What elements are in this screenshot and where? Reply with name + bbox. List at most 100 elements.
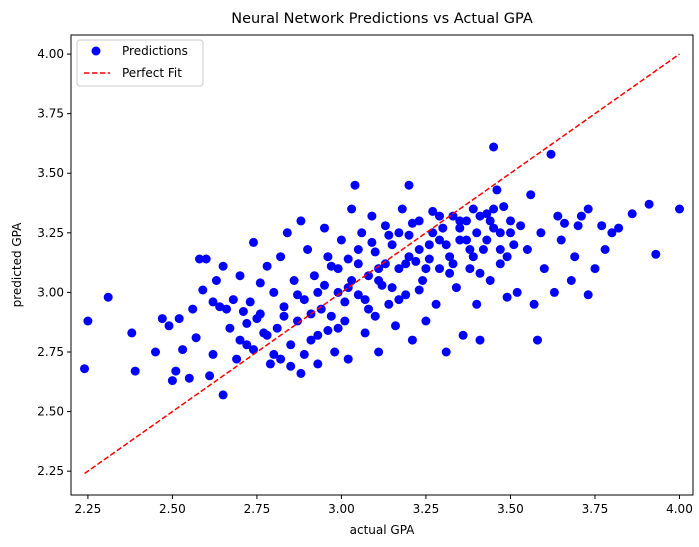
y-tick-label: 3.25: [37, 226, 64, 240]
data-point: [404, 230, 414, 240]
data-point: [350, 180, 360, 190]
data-point: [435, 264, 444, 274]
data-point: [364, 304, 373, 314]
data-point: [451, 283, 461, 293]
data-point: [343, 254, 353, 264]
data-point: [222, 304, 231, 314]
data-point: [512, 287, 522, 297]
data-point: [445, 268, 455, 278]
data-point: [201, 254, 211, 264]
data-point: [644, 199, 654, 209]
data-point: [489, 223, 499, 233]
data-point: [151, 347, 160, 357]
data-point: [316, 304, 326, 314]
data-point: [445, 252, 455, 262]
data-point: [411, 256, 421, 266]
data-point: [167, 376, 177, 386]
data-point: [364, 271, 373, 281]
data-point: [384, 299, 394, 309]
legend-marker-predictions: [91, 46, 101, 56]
data-point: [465, 264, 475, 274]
data-point: [475, 211, 485, 221]
data-point: [465, 245, 475, 254]
data-point: [333, 287, 343, 297]
data-point: [549, 287, 559, 297]
data-point: [614, 223, 624, 233]
data-point: [600, 245, 610, 254]
data-point: [374, 276, 384, 285]
data-point: [343, 354, 353, 364]
points-layer: [80, 142, 684, 400]
data-point: [279, 311, 289, 321]
data-point: [394, 295, 404, 305]
data-point: [573, 221, 583, 231]
data-point: [208, 297, 218, 307]
data-point: [462, 216, 471, 226]
data-point: [293, 316, 302, 326]
data-point: [326, 311, 336, 321]
data-point: [397, 204, 407, 214]
y-tick-label: 2.25: [37, 464, 64, 478]
data-point: [448, 259, 458, 269]
data-point: [472, 228, 482, 238]
data-point: [401, 259, 411, 269]
data-point: [269, 287, 279, 297]
data-point: [296, 216, 306, 226]
data-point: [235, 335, 245, 345]
y-axis: 2.25 2.50 2.75 3.00 3.25 3.50 3.75 4.00: [37, 47, 71, 478]
data-point: [360, 295, 370, 305]
data-point: [387, 283, 397, 293]
data-point: [198, 285, 208, 295]
data-point: [468, 204, 478, 214]
x-tick-label: 3.25: [413, 502, 440, 516]
data-point: [347, 204, 357, 214]
legend-label-predictions: Predictions: [122, 44, 188, 58]
data-point: [394, 264, 404, 274]
data-point: [272, 323, 282, 333]
data-point: [455, 223, 465, 233]
chart-title: Neural Network Predictions vs Actual GPA: [231, 11, 533, 27]
data-point: [536, 228, 546, 238]
data-point: [242, 340, 252, 350]
data-point: [435, 211, 444, 221]
data-point: [448, 211, 458, 221]
x-tick-label: 2.75: [244, 502, 271, 516]
data-point: [506, 216, 515, 226]
data-point: [495, 259, 505, 269]
data-point: [265, 359, 275, 369]
data-point: [502, 292, 512, 302]
data-point: [130, 366, 140, 376]
x-tick-label: 3.50: [497, 502, 524, 516]
data-point: [289, 276, 299, 285]
data-point: [597, 221, 607, 231]
data-point: [232, 354, 242, 364]
data-point: [441, 240, 451, 250]
data-point: [313, 330, 323, 340]
data-point: [583, 204, 593, 214]
y-tick-label: 4.00: [37, 47, 64, 61]
data-point: [313, 359, 323, 369]
data-point: [384, 230, 394, 240]
data-point: [495, 228, 505, 238]
data-point: [590, 264, 600, 274]
data-point: [269, 349, 279, 359]
data-point: [218, 390, 228, 400]
x-tick-label: 4.00: [666, 502, 693, 516]
fit-layer: [84, 53, 680, 475]
data-point: [431, 299, 441, 309]
data-point: [553, 211, 563, 221]
data-point: [566, 276, 576, 285]
data-point: [326, 261, 336, 271]
data-point: [340, 316, 350, 326]
data-point: [485, 276, 495, 285]
data-point: [516, 221, 526, 231]
data-point: [374, 347, 384, 357]
data-point: [492, 185, 502, 195]
data-point: [80, 364, 89, 374]
data-point: [418, 276, 428, 285]
data-point: [215, 302, 225, 312]
data-point: [472, 299, 482, 309]
data-point: [367, 211, 377, 221]
data-point: [353, 259, 363, 269]
